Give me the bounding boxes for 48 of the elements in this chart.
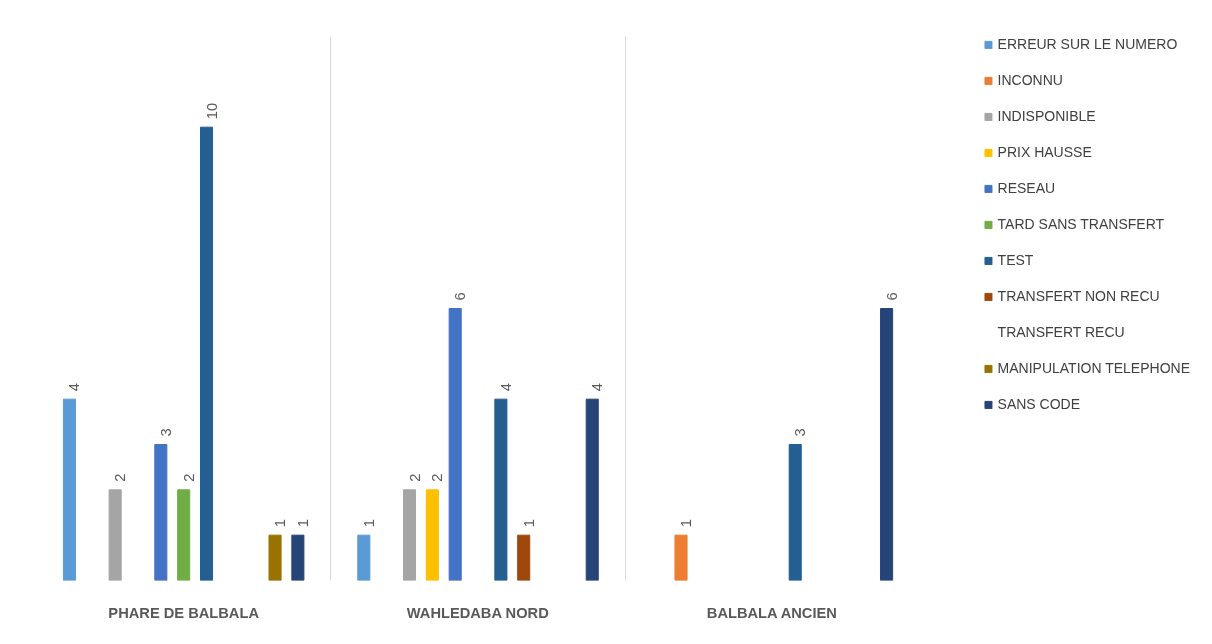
data-label: 1 — [520, 519, 537, 528]
bar — [357, 534, 371, 581]
bar — [788, 444, 802, 581]
legend-label: SANS CODE — [997, 396, 1081, 412]
bar — [268, 534, 282, 581]
legend-label: INDISPONIBLE — [997, 108, 1096, 124]
legend-label: TRANSFERT NON RECU — [997, 288, 1160, 304]
data-label: 6 — [452, 292, 469, 301]
x-tick-label: PHARE DE BALBALA — [108, 604, 260, 621]
bar — [402, 489, 417, 581]
data-label: 3 — [792, 428, 809, 437]
legend-label: RESEAU — [997, 180, 1056, 196]
legend-label: MANIPULATION TELEPHONE — [997, 360, 1190, 376]
bar — [62, 398, 76, 581]
data-label: 4 — [66, 383, 83, 392]
bar — [108, 489, 122, 581]
bar — [177, 489, 191, 581]
data-label: 4 — [497, 383, 514, 392]
legend-label: ERREUR SUR LE NUMERO — [997, 36, 1178, 52]
bar — [880, 308, 894, 581]
bar — [154, 444, 168, 581]
data-label: 3 — [157, 428, 174, 437]
data-label: 1 — [294, 519, 311, 528]
legend-label: TRANSFERT RECU — [997, 324, 1125, 340]
data-label: 2 — [406, 473, 423, 482]
data-label: 2 — [112, 473, 129, 482]
bar — [199, 126, 214, 581]
bar — [494, 398, 508, 581]
bar — [291, 534, 305, 581]
bar — [425, 489, 439, 581]
data-label: 10 — [203, 102, 220, 120]
x-tick-label: BALBALA ANCIEN — [706, 604, 837, 621]
data-label: 4 — [589, 383, 606, 392]
data-label: 6 — [883, 292, 900, 301]
data-label: 1 — [360, 519, 377, 528]
legend-label: PRIX HAUSSE — [997, 144, 1092, 160]
bar — [448, 308, 462, 581]
data-label: 1 — [272, 519, 289, 528]
legend-label: TEST — [997, 252, 1034, 268]
x-tick-label: WAHLEDABA NORD — [406, 604, 549, 621]
data-label: 2 — [180, 473, 197, 482]
legend-label: INCONNU — [997, 72, 1063, 88]
data-label: 2 — [429, 473, 446, 482]
data-label: 1 — [678, 519, 695, 528]
bar — [585, 398, 599, 581]
legend-label: TARD SANS TRANSFERT — [997, 216, 1165, 232]
bar — [674, 534, 688, 581]
bar — [517, 534, 531, 581]
